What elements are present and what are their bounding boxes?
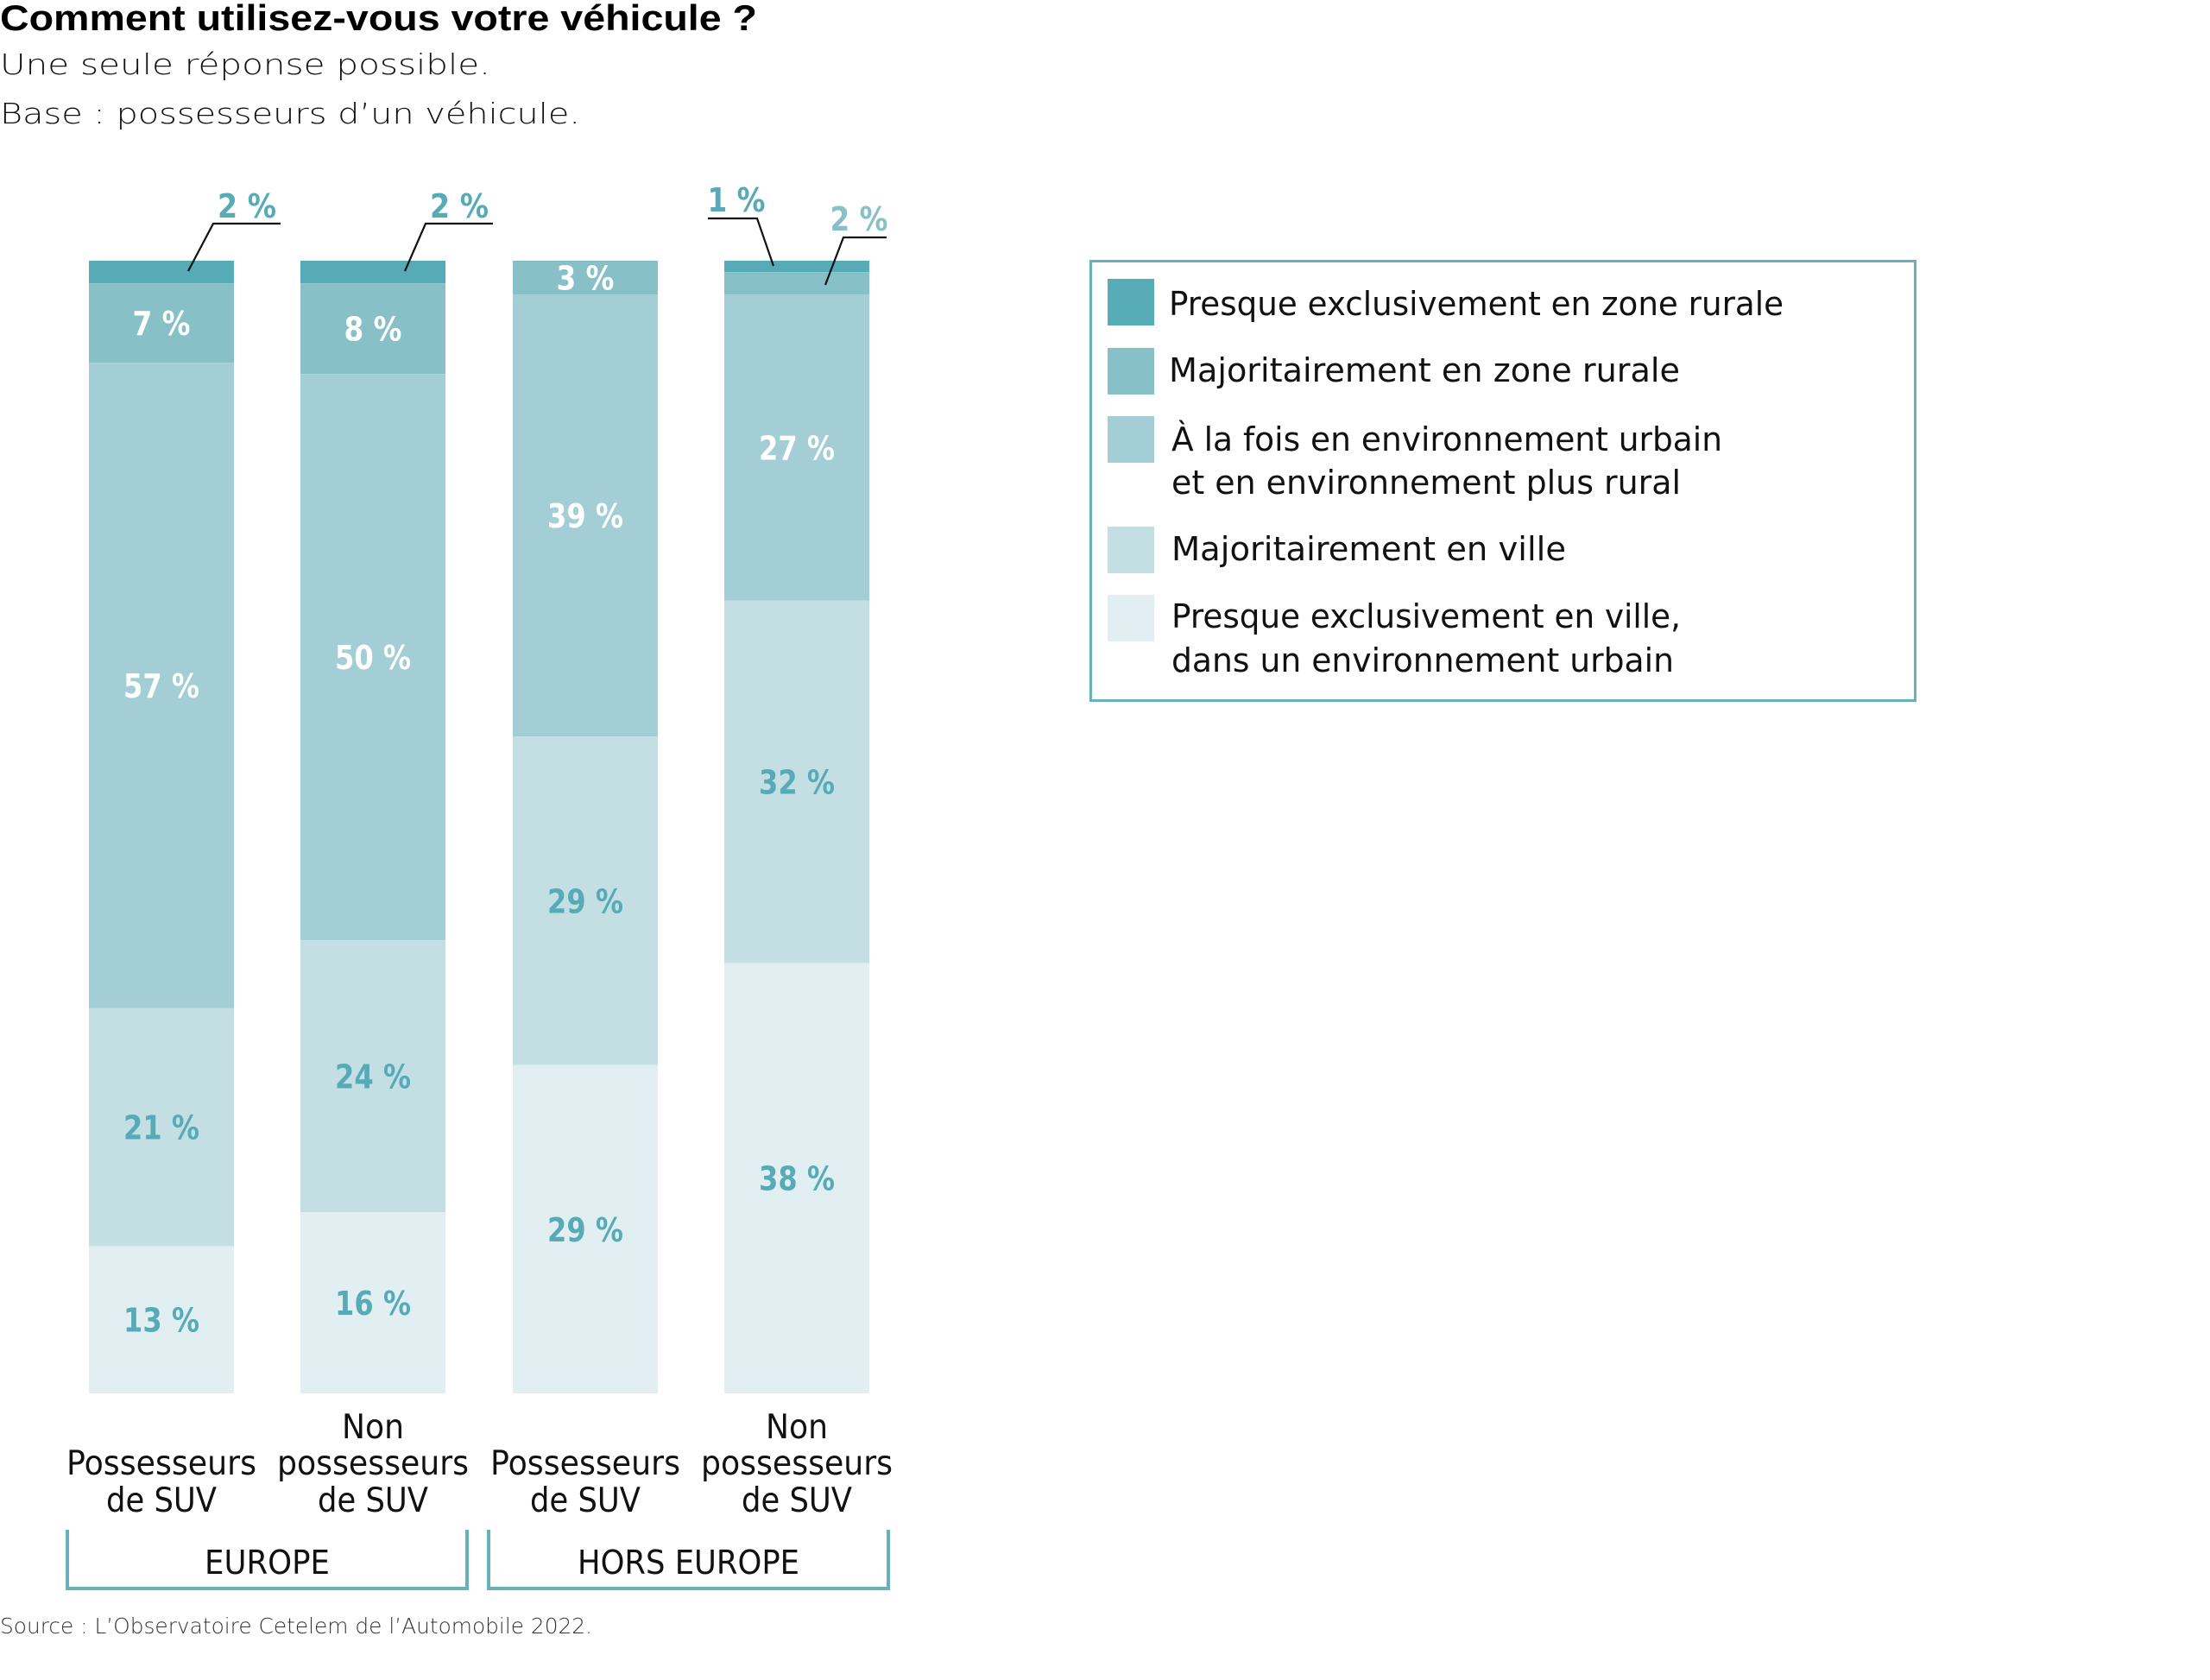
data-label: 2 % xyxy=(430,187,489,225)
chart-title: Comment utilisez-vous votre véhicule ? xyxy=(0,0,757,38)
bar-segment xyxy=(300,1212,445,1393)
source-note: Source : L’Observatoire Cetelem de l’Aut… xyxy=(0,1614,592,1639)
legend-label: et en environnement plus rural xyxy=(1171,464,1681,502)
data-label: 8 % xyxy=(344,311,402,349)
category-label-line: possesseurs xyxy=(277,1444,469,1483)
legend-label: Majoritairement en ville xyxy=(1171,530,1566,568)
callout-leader-line xyxy=(708,217,775,267)
bracket-line xyxy=(487,1530,890,1590)
legend-item-3: À la fois en environnement urbain et en e… xyxy=(1108,416,1722,502)
data-label: 7 % xyxy=(133,305,191,343)
bar-segment xyxy=(89,283,234,363)
bar-segment xyxy=(513,294,658,737)
bar-stack-4: 1 % 2 % 27 % 32 % 38 % xyxy=(708,181,888,1393)
bar-stack-3: 3 % 39 % 29 % 29 % xyxy=(513,260,658,1393)
legend-label: Majoritairement en zone rurale xyxy=(1169,351,1680,389)
category-label-line: Non xyxy=(342,1408,404,1447)
data-label: 13 % xyxy=(123,1302,199,1340)
data-label: 27 % xyxy=(759,430,835,468)
group-label: HORS EUROPE xyxy=(578,1544,799,1582)
chart-subtitle-line-2: Base : possesseurs d’un véhicule. xyxy=(0,97,580,130)
bar-segment xyxy=(513,261,658,295)
category-label-line: de SUV xyxy=(318,1481,428,1520)
bar-segment xyxy=(513,736,658,1065)
category-label-line: de SUV xyxy=(106,1481,217,1520)
header: Comment utilisez-vous votre véhicule ? U… xyxy=(0,0,757,130)
bar-segment xyxy=(89,261,234,284)
data-label: 24 % xyxy=(335,1058,411,1096)
category-label-line: Non xyxy=(766,1408,828,1447)
group-label: EUROPE xyxy=(205,1544,330,1582)
legend-item-4: Majoritairement en ville xyxy=(1108,527,1566,573)
data-label: 39 % xyxy=(547,497,623,535)
data-label: 2 % xyxy=(830,200,888,238)
legend-label: Presque exclusivement en ville, xyxy=(1171,597,1681,635)
legend: Presque exclusivement en zone rurale Majo… xyxy=(1089,260,1916,702)
group-brackets: EUROPE HORS EUROPE xyxy=(66,1530,890,1590)
data-label: 1 % xyxy=(708,181,766,219)
group-bracket-europe: EUROPE xyxy=(66,1530,469,1590)
bar-segment xyxy=(724,261,869,273)
data-label: 50 % xyxy=(335,639,411,677)
data-label: 16 % xyxy=(335,1285,411,1323)
bracket-line xyxy=(66,1530,469,1590)
bar-segment xyxy=(724,963,869,1393)
legend-swatch xyxy=(1108,416,1154,463)
bar-segment xyxy=(89,363,234,1008)
callout-leader-line xyxy=(187,222,281,272)
legend-item-1: Presque exclusivement en zone rurale xyxy=(1108,279,1784,325)
bar-segment xyxy=(513,1064,658,1393)
bar-segment xyxy=(300,940,445,1213)
bar-segment xyxy=(300,261,445,284)
data-label: 2 % xyxy=(218,187,276,225)
bar-segment xyxy=(300,283,445,375)
data-label: 21 % xyxy=(123,1109,199,1147)
data-label: 57 % xyxy=(123,667,199,705)
chart-subtitle-line-1: Une seule réponse possible. xyxy=(0,47,490,81)
legend-label: À la fois en environnement urbain xyxy=(1171,420,1722,458)
plot-area: 2 %7 %57 %21 %13 %2 %8 %50 %24 %16 %3 %3… xyxy=(89,181,888,1393)
group-bracket-hors-europe: HORS EUROPE xyxy=(487,1530,890,1590)
legend-swatch xyxy=(1108,279,1154,325)
bar-segment xyxy=(724,600,869,963)
legend-swatch xyxy=(1108,595,1154,641)
callout-leader-line xyxy=(403,222,493,272)
data-label: 29 % xyxy=(547,1211,623,1249)
bar-segment xyxy=(724,272,869,295)
bar-segment xyxy=(300,374,445,941)
bar-segment xyxy=(89,1007,234,1247)
category-label-line: de SUV xyxy=(742,1481,852,1520)
data-label: 32 % xyxy=(759,764,835,802)
legend-item-5: Presque exclusivement en ville, dans un e… xyxy=(1108,595,1681,679)
category-label-line: possesseurs xyxy=(701,1444,893,1483)
category-label-line: de SUV xyxy=(530,1481,641,1520)
legend-frame xyxy=(1089,260,1916,702)
data-label: 38 % xyxy=(759,1160,835,1198)
data-label: 3 % xyxy=(557,260,615,298)
bar-segment xyxy=(89,1246,234,1393)
legend-label: dans un environnement urbain xyxy=(1171,641,1674,679)
bar-segment xyxy=(724,294,869,601)
category-label-line: Possesseurs xyxy=(66,1444,256,1483)
bar-stack-2: 2 % 8 % 50 % 24 % 16 % xyxy=(300,187,493,1393)
legend-swatch xyxy=(1108,527,1154,573)
category-label-line: Possesseurs xyxy=(490,1444,680,1483)
legend-label: Presque exclusivement en zone rurale xyxy=(1169,285,1784,323)
callout-leader-line xyxy=(824,236,887,286)
legend-swatch xyxy=(1108,348,1154,395)
bar-stack-1: 2 % 7 % 57 % 21 % 13 % xyxy=(89,187,281,1393)
legend-item-2: Majoritairement en zone rurale xyxy=(1108,348,1680,395)
data-label: 29 % xyxy=(547,882,623,920)
